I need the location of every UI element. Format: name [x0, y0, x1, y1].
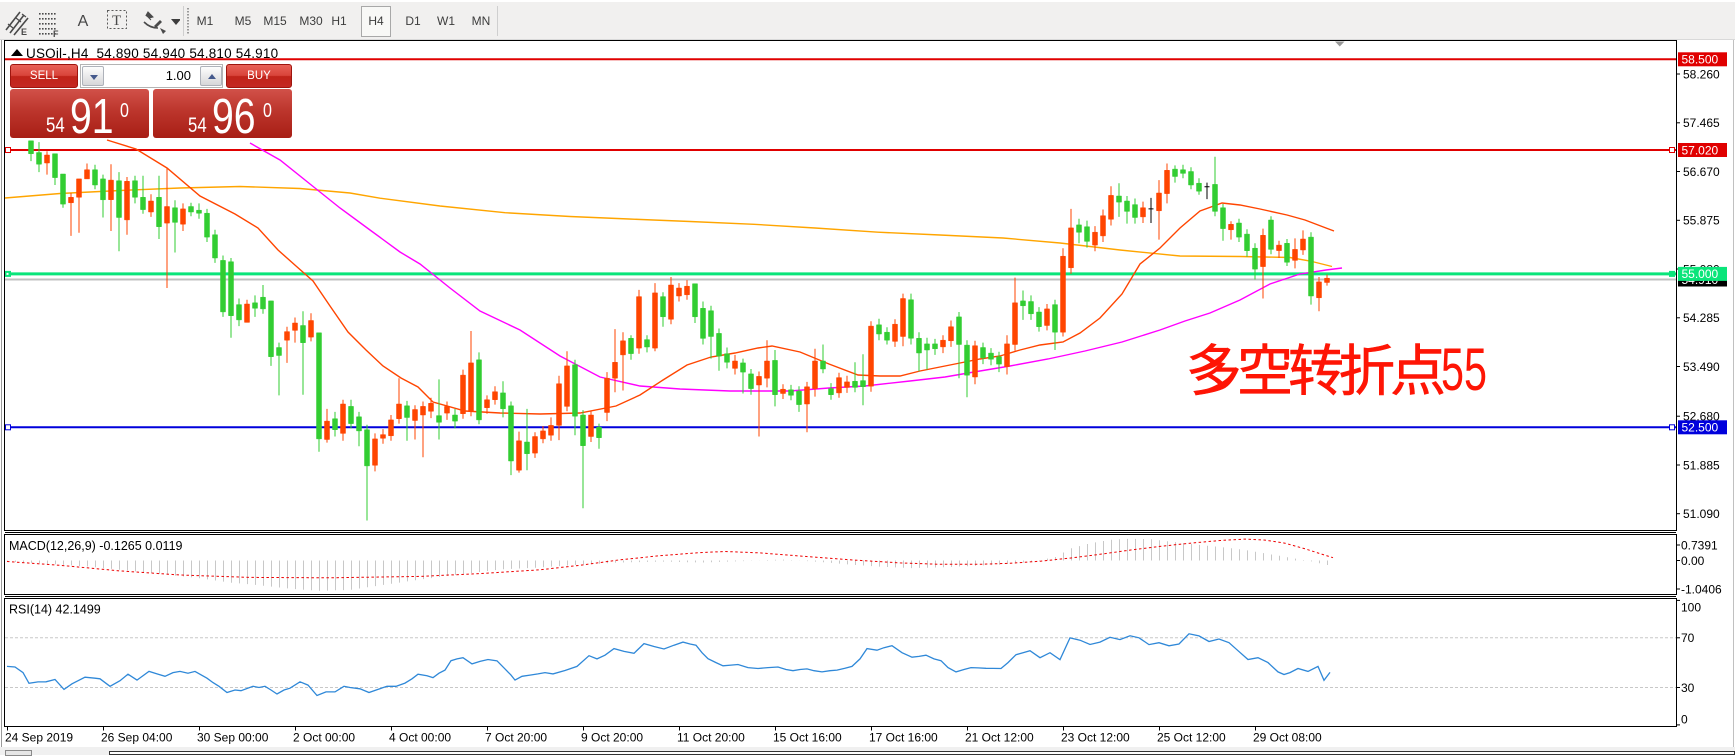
- svg-text:29 Oct 08:00: 29 Oct 08:00: [1253, 731, 1322, 745]
- svg-text:52.680: 52.680: [1683, 410, 1720, 424]
- svg-text:0.00: 0.00: [1681, 554, 1705, 568]
- svg-text:100: 100: [1681, 600, 1701, 614]
- svg-text:54.285: 54.285: [1683, 311, 1720, 325]
- svg-text:55: 55: [1441, 336, 1487, 403]
- svg-text:9 Oct 20:00: 9 Oct 20:00: [581, 731, 643, 745]
- svg-text:26 Sep 04:00: 26 Sep 04:00: [101, 731, 173, 745]
- svg-text:57.465: 57.465: [1683, 116, 1720, 130]
- svg-text:25 Oct 12:00: 25 Oct 12:00: [1157, 731, 1226, 745]
- svg-text:7 Oct 20:00: 7 Oct 20:00: [485, 731, 547, 745]
- svg-text:53.490: 53.490: [1683, 360, 1720, 374]
- svg-text:11 Oct 20:00: 11 Oct 20:00: [677, 731, 745, 745]
- svg-text:23 Oct 12:00: 23 Oct 12:00: [1061, 731, 1130, 745]
- svg-text:51.885: 51.885: [1683, 458, 1720, 472]
- svg-text:4 Oct 00:00: 4 Oct 00:00: [389, 731, 451, 745]
- svg-text:E: E: [21, 27, 27, 37]
- svg-text:RSI(14) 42.1499: RSI(14) 42.1499: [9, 603, 101, 617]
- svg-text:58.500: 58.500: [1682, 53, 1719, 67]
- svg-text:70: 70: [1681, 631, 1695, 645]
- svg-text:52.500: 52.500: [1682, 421, 1719, 435]
- svg-text:55.875: 55.875: [1683, 214, 1720, 228]
- svg-text:0.7391: 0.7391: [1681, 538, 1718, 552]
- svg-text:2 Oct 00:00: 2 Oct 00:00: [293, 731, 355, 745]
- svg-text:24 Sep 2019: 24 Sep 2019: [5, 731, 73, 745]
- svg-text:51.090: 51.090: [1683, 507, 1720, 521]
- svg-text:-1.0406: -1.0406: [1681, 582, 1722, 596]
- svg-text:T: T: [112, 13, 121, 29]
- svg-text:15 Oct 16:00: 15 Oct 16:00: [773, 731, 842, 745]
- svg-text:55.000: 55.000: [1682, 267, 1719, 281]
- svg-text:F: F: [53, 29, 59, 38]
- svg-text:21 Oct 12:00: 21 Oct 12:00: [965, 731, 1034, 745]
- svg-text:30 Sep 00:00: 30 Sep 00:00: [197, 731, 269, 745]
- svg-text:17 Oct 16:00: 17 Oct 16:00: [869, 731, 938, 745]
- svg-text:MACD(12,26,9) -0.1265 0.0119: MACD(12,26,9) -0.1265 0.0119: [9, 539, 183, 553]
- svg-text:57.020: 57.020: [1682, 143, 1719, 157]
- svg-text:56.670: 56.670: [1683, 165, 1720, 179]
- svg-text:58.260: 58.260: [1683, 67, 1720, 81]
- svg-text:30: 30: [1681, 681, 1695, 695]
- svg-text:0: 0: [1681, 712, 1688, 726]
